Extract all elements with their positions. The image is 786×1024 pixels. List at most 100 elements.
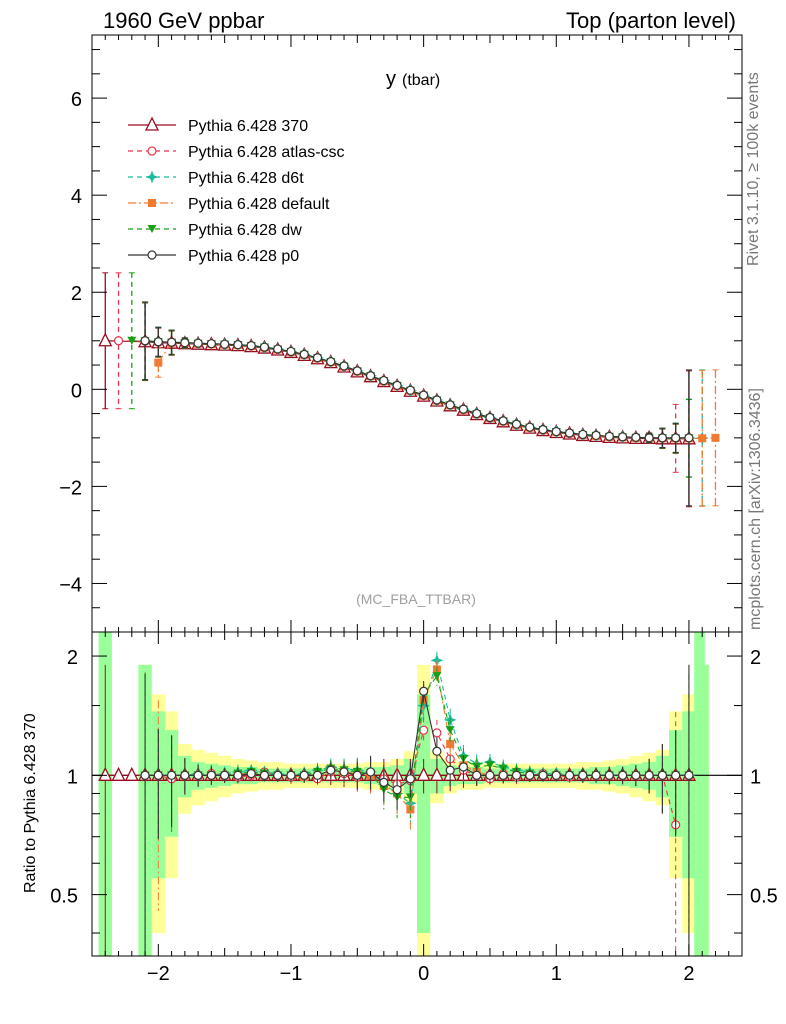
ratio-y-tick-label: 0.5 (50, 886, 78, 908)
ratio-point (365, 767, 376, 777)
legend-item: Pythia 6.428 370 (128, 116, 308, 135)
ratio-point (525, 770, 535, 780)
ratio-point (618, 770, 628, 780)
ratio-point (538, 770, 548, 780)
legend-label: Pythia 6.428 dw (188, 222, 302, 239)
data-point (551, 426, 561, 437)
ratio-point (312, 770, 323, 780)
ratio-point (419, 725, 429, 735)
data-point (591, 430, 601, 441)
series-pythia-6-428-dw (127, 272, 694, 478)
header-right: Top (parton level) (566, 8, 736, 33)
ratio-point (392, 785, 402, 795)
legend-item: Pythia 6.428 p0 (128, 248, 299, 265)
y-tick-label: −4 (59, 574, 82, 596)
data-point (233, 340, 243, 350)
ratio-point (124, 766, 139, 781)
ratio-point (432, 746, 442, 756)
data-point (498, 416, 508, 426)
y-tick-label: 0 (71, 380, 82, 402)
ratio-point (445, 726, 455, 735)
ratio-point (591, 770, 601, 780)
data-point (657, 433, 668, 443)
panel-frames (91, 34, 743, 957)
legend-swatch-marker (144, 116, 160, 131)
ratio-point (644, 770, 654, 780)
ratio-point (432, 672, 442, 681)
ratio-point (405, 774, 415, 784)
ratio-y-tick-label-right: 2 (750, 647, 761, 669)
ratio-point (419, 686, 429, 696)
ratio-point (446, 739, 455, 748)
data-point (485, 412, 495, 423)
legend: Pythia 6.428 370 Pythia 6.428 atlas-csc Py… (128, 116, 345, 265)
data-point (458, 404, 469, 414)
ratio-panel-bands (98, 632, 709, 956)
series-pythia-6-428-p0 (140, 301, 694, 507)
legend-label: Pythia 6.428 d6t (188, 170, 304, 187)
ratio-point (259, 770, 270, 780)
x-tick-label: −2 (147, 963, 170, 985)
legend-swatch-marker (145, 170, 159, 184)
data-point (326, 357, 336, 367)
legend-label: Pythia 6.428 370 (188, 118, 308, 135)
ratio-point (326, 765, 336, 775)
legend-swatch-marker (148, 199, 156, 207)
ratio-point (511, 770, 522, 780)
ratio-point (233, 770, 243, 780)
axis-ticks (91, 35, 743, 956)
y-tick-label: −2 (59, 477, 82, 499)
ratio-point (578, 770, 588, 780)
ratio-point (98, 766, 113, 781)
x-tick-label: 1 (551, 963, 562, 985)
legend-item: Pythia 6.428 dw (128, 222, 302, 239)
data-point (166, 337, 177, 347)
data-point (299, 349, 309, 359)
ratio-point (604, 770, 614, 780)
data-point (246, 341, 256, 351)
data-point (671, 433, 681, 443)
ratio-point (339, 767, 349, 777)
legend-label: Pythia 6.428 p0 (188, 248, 299, 265)
ratio-point (153, 770, 163, 780)
ratio-point (631, 770, 641, 780)
ratio-point (352, 770, 362, 780)
data-point (564, 428, 575, 438)
data-point (140, 336, 150, 346)
data-point (511, 419, 522, 429)
header-left: 1960 GeV ppbar (103, 8, 265, 33)
ratio-point (472, 770, 482, 780)
data-point (684, 433, 694, 443)
ratio-point (429, 766, 444, 781)
data-point (578, 429, 588, 440)
ratio-point (458, 762, 469, 772)
data-point (618, 432, 628, 442)
data-point (127, 336, 137, 345)
ratio-y-tick-label-right: 0.5 (750, 886, 778, 908)
x-tick-label: −1 (280, 963, 303, 985)
ratio-band-green-edge (694, 632, 705, 956)
series-line (145, 340, 689, 439)
ratio-y-tick-label: 1 (67, 766, 78, 788)
data-point (273, 344, 283, 354)
data-point (193, 338, 203, 348)
ratio-point (166, 770, 177, 780)
data-point (379, 375, 389, 386)
y-tick-label: 4 (71, 186, 82, 208)
legend-label: Pythia 6.428 atlas-csc (188, 144, 345, 161)
data-point (365, 371, 376, 381)
x-tick-label: 0 (418, 963, 429, 985)
legend-swatch-marker (147, 146, 157, 156)
ratio-y-tick-label-right: 1 (750, 766, 761, 788)
data-point (153, 337, 163, 347)
ratio-point (564, 770, 575, 780)
data-point (286, 346, 296, 357)
ratio-point (684, 770, 694, 780)
ratio-point (286, 770, 296, 780)
data-point (432, 395, 442, 405)
y-tick-label: 6 (71, 89, 82, 111)
ratio-point (193, 770, 203, 780)
series-pythia-6-428-d6t (138, 301, 709, 507)
ratio-point (430, 654, 444, 667)
